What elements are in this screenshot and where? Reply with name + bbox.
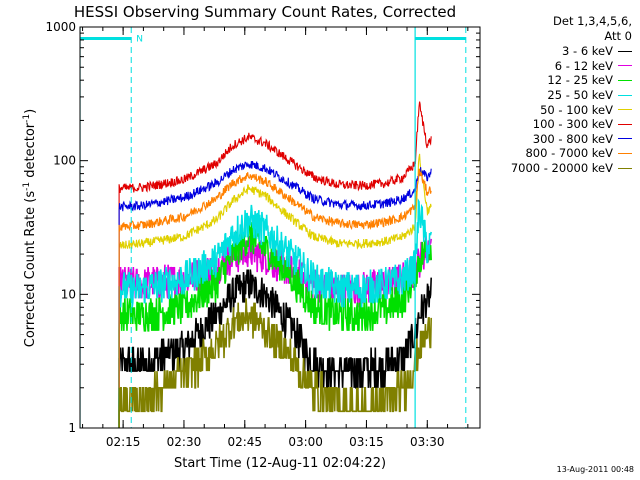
chart-title: HESSI Observing Summary Count Rates, Cor… — [74, 3, 456, 21]
legend-label: 7000 - 20000 keV — [510, 161, 613, 176]
legend-entry: 12 - 25 keV — [492, 73, 632, 88]
legend-header-attenuator: Att 0 — [604, 29, 632, 43]
legend-entry: 6 - 12 keV — [492, 59, 632, 74]
legend-swatch — [618, 50, 632, 52]
x-tick-label-5: 03:30 — [410, 435, 445, 449]
y-axis-label: Corrected Count Rate (s-1 detector-1) — [22, 109, 38, 347]
series-line-4 — [118, 153, 432, 428]
legend-entry: 800 - 7000 keV — [492, 146, 632, 161]
series-line-8 — [118, 298, 432, 428]
legend-label: 100 - 300 keV — [532, 117, 613, 132]
legend-swatch — [618, 79, 632, 81]
x-tick-label-4: 03:15 — [349, 435, 384, 449]
y-tick-label-3: 1000 — [45, 20, 76, 34]
legend-label: 12 - 25 keV — [547, 73, 613, 88]
series-line-2 — [118, 222, 432, 428]
legend-label: 6 - 12 keV — [554, 58, 613, 73]
x-axis-label: Start Time (12-Aug-11 02:04:22) — [174, 456, 386, 471]
legend-label: 50 - 100 keV — [540, 102, 613, 117]
legend-entry: 3 - 6 keV — [492, 44, 632, 59]
legend-label: 25 - 50 keV — [547, 88, 613, 103]
legend-label: 800 - 7000 keV — [525, 146, 613, 161]
legend-swatch — [618, 152, 632, 154]
legend-swatch — [618, 65, 632, 67]
marker-label: N — [136, 35, 143, 45]
x-tick-label-2: 02:45 — [227, 435, 262, 449]
x-tick-label-0: 02:15 — [106, 435, 141, 449]
legend-swatch — [618, 138, 632, 140]
plot-frame — [79, 26, 481, 429]
series-line-7 — [118, 168, 432, 428]
legend-entry: 50 - 100 keV — [492, 102, 632, 117]
legend-swatch — [618, 167, 632, 169]
legend-entry: 100 - 300 keV — [492, 117, 632, 132]
footer-timestamp: 13-Aug-2011 00:48 — [556, 465, 634, 474]
legend-label: 3 - 6 keV — [562, 44, 613, 59]
series-line-3 — [118, 198, 432, 428]
legend-entry: 25 - 50 keV — [492, 88, 632, 103]
legend-label: 300 - 800 keV — [532, 131, 613, 146]
legend-entry: 7000 - 20000 keV — [492, 161, 632, 176]
legend-entry: 300 - 800 keV — [492, 132, 632, 147]
legend-swatch — [618, 123, 632, 125]
legend-header-detectors: Det 1,3,4,5,6, — [553, 14, 632, 28]
x-tick-label-1: 02:30 — [167, 435, 202, 449]
series-line-0 — [118, 269, 432, 428]
legend-swatch — [618, 94, 632, 96]
y-tick-label-2: 100 — [53, 154, 76, 168]
y-tick-label-0: 1 — [68, 421, 76, 435]
series-line-6 — [118, 161, 432, 428]
x-tick-label-3: 03:00 — [288, 435, 323, 449]
chart-legend: Det 1,3,4,5,6, Att 0 3 - 6 keV 6 - 12 keV… — [492, 14, 632, 175]
legend-swatch — [618, 109, 632, 111]
y-tick-label-1: 10 — [61, 287, 76, 301]
series-line-5 — [118, 101, 432, 428]
